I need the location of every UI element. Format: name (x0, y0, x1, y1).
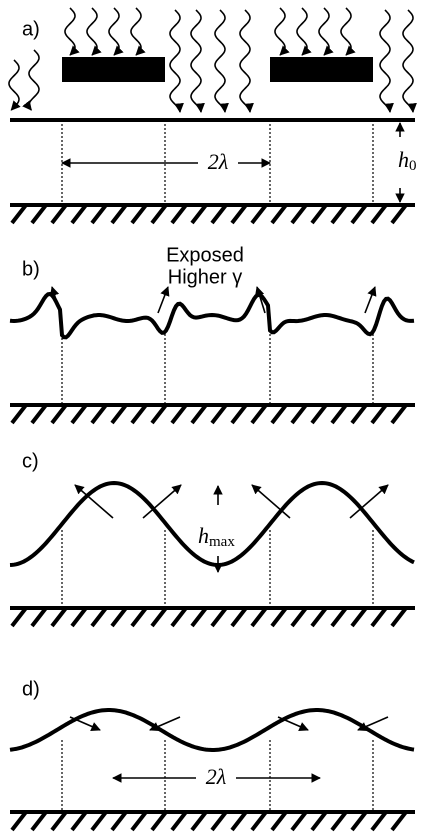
panel-label: d) (22, 678, 40, 700)
flow-arrow (364, 286, 377, 314)
flow-arrow (277, 716, 309, 731)
flow-arrow (254, 286, 266, 314)
flow-arrow (157, 286, 170, 314)
light (214, 9, 229, 113)
light (239, 9, 254, 113)
note: Exposed (166, 244, 244, 266)
hatch (10, 810, 408, 832)
light (64, 7, 80, 56)
light (274, 7, 290, 56)
spacing-label: 2λ (208, 149, 229, 174)
subscript: max (209, 534, 235, 550)
subscript: 0 (409, 158, 417, 174)
spacing-label: 2λ (206, 764, 227, 789)
light (340, 7, 356, 56)
hatch (10, 203, 408, 225)
light (130, 7, 146, 56)
flow-arrow (349, 484, 389, 519)
thickness-label: h0 (398, 147, 417, 174)
mask (270, 57, 373, 82)
panel-label: b) (22, 258, 40, 280)
light (318, 7, 334, 56)
flow-arrow (251, 484, 291, 519)
light (169, 9, 184, 113)
hatch (10, 606, 408, 628)
film-surface (9, 480, 415, 568)
flow-arrow (142, 484, 182, 519)
light (402, 9, 417, 113)
note: Higher γ (168, 266, 242, 288)
label-bg (196, 765, 236, 791)
light (108, 7, 124, 56)
light (296, 7, 312, 56)
light (379, 9, 394, 113)
label-bg (198, 150, 238, 176)
light (86, 7, 102, 56)
flow-arrow (357, 716, 389, 731)
panel-label: a) (22, 18, 40, 40)
film-surface (9, 291, 415, 340)
mask (62, 57, 165, 82)
flow-arrow (49, 286, 61, 314)
symbol: h (198, 523, 209, 548)
flow-arrow (69, 716, 101, 731)
panel-label: c) (22, 450, 39, 472)
film-surface (9, 708, 415, 752)
symbol: h (398, 147, 409, 172)
hatch (10, 403, 408, 425)
light (190, 9, 205, 113)
flow-arrow (74, 484, 114, 519)
flow-arrow (149, 716, 181, 731)
light (8, 59, 21, 111)
amplitude-label: hmax (198, 523, 235, 550)
light (22, 49, 40, 111)
